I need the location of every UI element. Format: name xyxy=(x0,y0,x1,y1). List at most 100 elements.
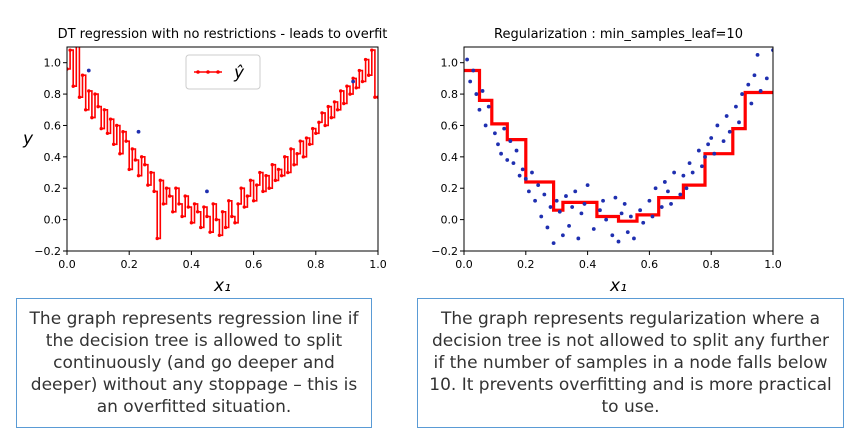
regularization-sample-point xyxy=(517,173,522,178)
regularization-x-tick-label: 0.2 xyxy=(517,258,535,271)
overfit-prediction-marker xyxy=(161,202,166,206)
regularization-sample-point xyxy=(755,52,760,57)
overfit-prediction-marker xyxy=(332,100,337,104)
overfit-prediction-marker xyxy=(283,155,287,159)
regularization-sample-point xyxy=(715,123,720,128)
overfit-prediction-marker xyxy=(255,183,259,187)
overfit-legend: ŷ xyxy=(185,54,261,90)
regularization-y-tick-label: 0.4 xyxy=(441,151,459,164)
overfit-prediction-marker xyxy=(214,217,218,222)
overfit-prediction-marker xyxy=(264,173,268,178)
overfit-prediction-marker xyxy=(354,86,358,90)
overfit-prediction-marker xyxy=(335,108,340,112)
overfit-prediction-marker xyxy=(149,170,153,175)
regularization-sample-point xyxy=(502,126,507,131)
overfit-prediction-marker xyxy=(292,162,296,167)
regularization-caption-box: The graph represents regularization wher… xyxy=(417,298,844,428)
overfit-legend-marker xyxy=(216,70,220,74)
regularization-sample-point xyxy=(690,170,695,175)
overfit-prediction-marker xyxy=(227,199,231,203)
overfit-legend-marker xyxy=(196,70,200,74)
regularization-sample-point xyxy=(511,161,516,166)
overfit-prediction-marker xyxy=(307,142,312,146)
regularization-axes-frame xyxy=(463,46,774,252)
regularization-chart: Regularization : min_samples_leaf=10 0.0 0… xyxy=(431,27,782,296)
overfit-prediction-marker xyxy=(370,48,374,52)
overfit-y-tick-label: −0.2 xyxy=(34,245,61,258)
overfit-caption-text: The graph represents regression line if … xyxy=(29,309,359,417)
regularization-x-tick-label: 0.0 xyxy=(455,258,473,271)
overfit-prediction-marker xyxy=(87,89,91,93)
regularization-sample-point xyxy=(678,192,683,197)
regularization-sample-point xyxy=(638,208,643,213)
overfit-prediction-marker xyxy=(251,199,256,203)
overfit-prediction-marker xyxy=(208,230,212,234)
overfit-prediction-marker xyxy=(276,167,281,172)
regularization-x-tick-label: 0.8 xyxy=(702,258,720,271)
overfit-prediction-marker xyxy=(345,84,349,88)
overfit-chart-panel: DT regression with no restrictions - lea… xyxy=(0,0,420,300)
overfit-prediction-marker xyxy=(304,136,309,140)
overfit-prediction-marker xyxy=(167,194,172,198)
overfit-series-1 xyxy=(86,68,356,194)
regularization-sample-point xyxy=(610,233,615,238)
regularization-sample-point xyxy=(703,154,707,159)
overfit-prediction-marker xyxy=(258,170,262,175)
regularization-x-tick-label: 0.6 xyxy=(641,258,659,271)
overfit-prediction-marker xyxy=(239,186,243,190)
regularization-sample-point xyxy=(474,92,479,96)
regularization-sample-point xyxy=(496,142,500,147)
overfit-prediction-marker xyxy=(115,123,119,128)
regularization-sample-point xyxy=(727,129,732,134)
regularization-sample-point xyxy=(749,101,754,106)
regularization-x-tick-label: 1.0 xyxy=(764,258,782,271)
regularization-sample-point xyxy=(465,57,469,62)
regularization-sample-point xyxy=(570,205,575,209)
regularization-sample-point xyxy=(508,139,513,144)
regularization-sample-point xyxy=(514,148,519,153)
regularization-sample-point xyxy=(684,186,689,191)
overfit-prediction-marker xyxy=(323,123,327,128)
regularization-sample-point xyxy=(619,211,624,216)
regularization-sample-point xyxy=(752,73,757,78)
regularization-sample-point xyxy=(520,167,525,172)
overfit-prediction-marker xyxy=(83,108,88,112)
regularization-y-tick-label: −0.2 xyxy=(431,245,458,258)
regularization-sample-point xyxy=(579,211,584,216)
regularization-y-tick-label: 0.8 xyxy=(441,88,459,101)
overfit-chart: DT regression with no restrictions - lea… xyxy=(22,27,387,296)
overfit-prediction-marker xyxy=(348,92,352,96)
overfit-prediction-marker xyxy=(242,205,246,209)
regularization-sample-point xyxy=(601,198,605,203)
overfit-prediction-marker xyxy=(220,210,225,214)
overfit-prediction-marker xyxy=(301,155,306,159)
overfit-prediction-marker xyxy=(189,221,194,225)
regularization-sample-point xyxy=(700,164,704,169)
regularization-sample-point xyxy=(706,142,711,147)
overfit-x-tick-label: 0.8 xyxy=(307,258,325,271)
regularization-sample-point xyxy=(622,202,627,206)
overfit-x-axis-label: x₁ xyxy=(213,276,231,296)
overfit-prediction-marker xyxy=(105,131,110,136)
overfit-prediction-marker xyxy=(342,101,346,106)
overfit-prediction-marker xyxy=(136,173,141,178)
overfit-series-0 xyxy=(67,42,378,241)
regularization-y-tick-label: 0.0 xyxy=(441,214,459,227)
overfit-prediction-marker xyxy=(195,210,200,214)
regularization-y-tick-label: 0.6 xyxy=(441,119,459,132)
overfit-prediction-marker xyxy=(146,183,150,187)
overfit-prediction-marker xyxy=(248,178,253,183)
regularization-sample-point xyxy=(632,236,636,241)
overfit-y-tick-label: 0.8 xyxy=(44,88,62,101)
overfit-prediction-marker xyxy=(75,42,78,45)
overfit-prediction-marker xyxy=(164,186,169,190)
regularization-sample-point xyxy=(585,183,590,187)
regularization-sample-point xyxy=(712,151,717,156)
regularization-sample-point xyxy=(687,161,692,166)
overfit-prediction-marker xyxy=(223,225,228,230)
regularization-sample-point xyxy=(669,202,673,206)
regularization-sample-point xyxy=(542,192,547,197)
overfit-prediction-marker xyxy=(357,68,362,73)
overfit-prediction-marker xyxy=(289,147,293,151)
regularization-sample-point xyxy=(471,68,476,73)
